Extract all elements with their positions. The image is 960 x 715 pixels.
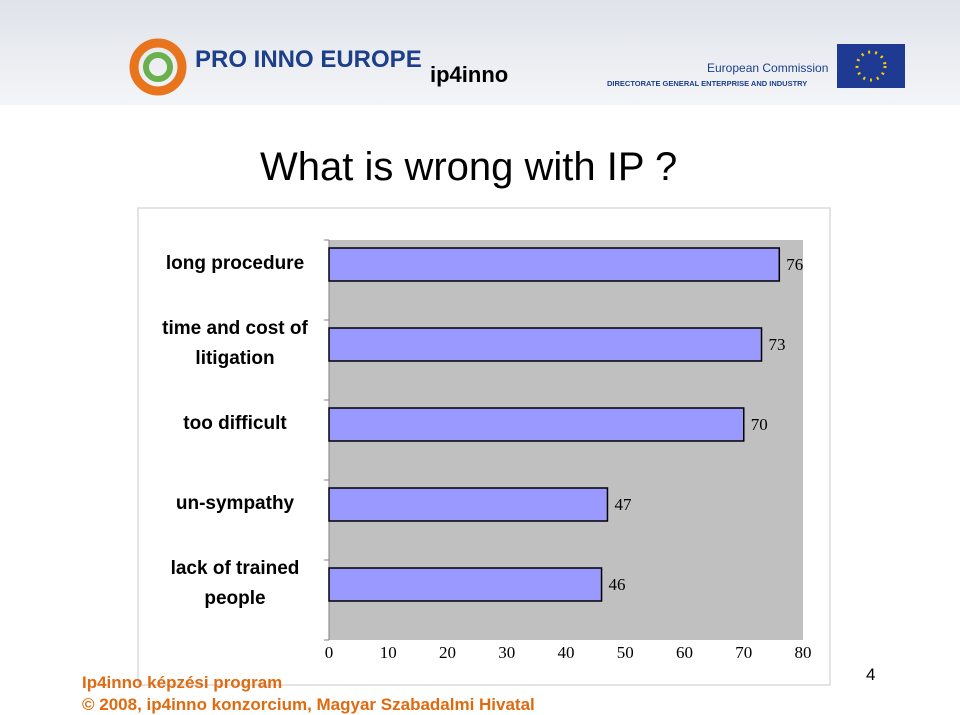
logo-icon: [129, 38, 187, 96]
x-tick-label: 80: [795, 643, 812, 662]
footer-program: Ip4inno képzési program: [82, 673, 282, 692]
x-tick-label: 10: [380, 643, 397, 662]
category-label: time and cost of litigation: [162, 318, 308, 369]
value-label: 70: [751, 415, 768, 434]
value-label: 76: [786, 255, 803, 274]
footer-copyright: © 2008, ip4inno konzorcium, Magyar Szaba…: [82, 695, 535, 714]
category-label: lack of trained people: [170, 558, 300, 609]
value-label: 46: [609, 575, 626, 594]
x-tick-label: 20: [439, 643, 456, 662]
commission: European Commission: [707, 61, 828, 75]
bar: [328, 327, 763, 362]
bar: [328, 247, 781, 282]
eu-stars: [855, 50, 887, 82]
directorate: DIRECTORATE GENERAL ENTERPRISE AND INDUS…: [607, 79, 807, 88]
page-number: 4: [866, 665, 875, 684]
value-label: 47: [614, 495, 632, 514]
bar: [328, 567, 603, 602]
x-tick-label: 70: [735, 643, 752, 662]
x-tick-label: 40: [558, 643, 575, 662]
x-tick-label: 30: [498, 643, 515, 662]
category-label: long procedure: [165, 253, 305, 274]
bar: [328, 487, 609, 522]
project-name: ip4inno: [430, 62, 508, 87]
x-tick-label: 0: [325, 643, 334, 662]
category-label: un-sympathy: [175, 493, 295, 514]
slide-title: What is wrong with IP ?: [260, 145, 677, 189]
category-label: too difficult: [183, 413, 287, 434]
value-label: 73: [769, 335, 786, 354]
x-tick-label: 50: [617, 643, 634, 662]
logo-icon: [143, 52, 173, 82]
x-tick-label: 60: [676, 643, 693, 662]
logo-text: PRO INNO EUROPE: [195, 46, 422, 73]
bar: [328, 407, 745, 442]
